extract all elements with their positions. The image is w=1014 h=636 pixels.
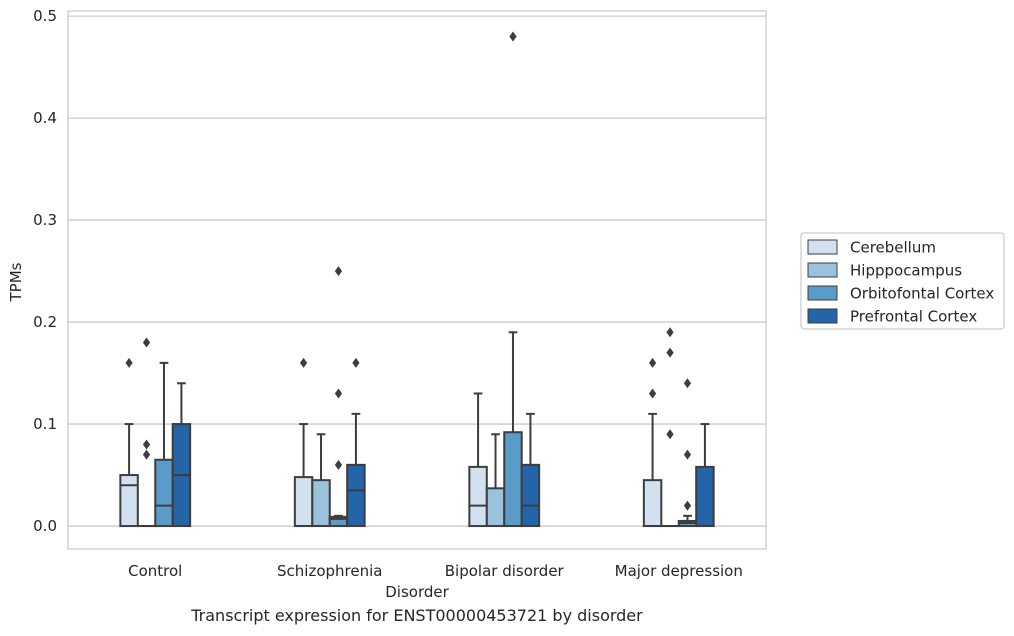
box	[520, 463, 541, 528]
outlier-marker	[666, 327, 674, 338]
outlier-marker	[142, 337, 151, 348]
x-axis-ticks: Control Schizophrenia Bipolar disorder Majo…	[128, 562, 743, 580]
outlier-marker	[683, 449, 692, 460]
legend: Cerebellum Hipppocampus Orbitofontal Corte…	[800, 232, 1005, 330]
legend-swatch	[807, 285, 838, 301]
box-group	[468, 392, 488, 528]
box	[293, 476, 314, 528]
box-group	[677, 378, 698, 528]
outlier-marker	[666, 429, 674, 440]
outlier-marker	[299, 357, 308, 368]
box	[485, 487, 506, 528]
figure-caption: Transcript expression for ENST0000045372…	[191, 606, 643, 625]
box-group	[520, 412, 541, 528]
legend-label: Cerebellum	[850, 239, 936, 257]
boxes-layer	[119, 31, 715, 528]
outlier-marker	[683, 378, 692, 389]
legend-swatch	[807, 308, 838, 324]
box	[468, 465, 488, 528]
y-tick-label: 0.2	[33, 313, 57, 331]
box	[695, 465, 715, 528]
box	[642, 479, 663, 528]
x-tick-label: Control	[128, 562, 182, 580]
outlier-marker	[125, 357, 133, 368]
outlier-marker	[334, 266, 343, 277]
legend-label: Prefrontal Cortex	[850, 308, 977, 326]
outlier-marker	[142, 449, 151, 460]
x-tick-label: Schizophrenia	[277, 562, 382, 580]
outlier-marker	[683, 500, 692, 511]
legend-frame	[800, 232, 1005, 330]
box-group	[642, 357, 663, 528]
y-tick-label: 0.0	[33, 517, 57, 535]
box-group	[171, 382, 192, 528]
outlier-marker	[509, 31, 517, 42]
box-group	[328, 266, 349, 528]
box	[346, 463, 366, 528]
box-group	[503, 31, 523, 528]
y-tick-label: 0.3	[33, 211, 57, 229]
outlier-marker	[352, 357, 360, 368]
x-tick-label: Major depression	[615, 562, 743, 580]
y-axis-label: TPMs	[7, 262, 25, 302]
box-group	[485, 433, 506, 528]
outlier-marker	[334, 388, 343, 399]
outlier-marker	[666, 347, 674, 358]
box	[503, 431, 523, 528]
box	[311, 479, 331, 528]
box-group	[293, 357, 314, 528]
box	[119, 474, 139, 528]
y-tick-label: 0.1	[33, 415, 57, 433]
box-group	[660, 327, 680, 528]
box	[154, 458, 174, 528]
plot-area-frame	[67, 10, 767, 550]
outlier-marker	[648, 388, 657, 399]
box-group	[154, 361, 174, 528]
legend-label: Hipppocampus	[850, 262, 962, 280]
box-group	[346, 357, 366, 528]
box-group	[119, 357, 139, 528]
outlier-marker	[648, 357, 657, 368]
y-axis-ticks: 0.0 0.1 0.2 0.3 0.4 0.5	[33, 7, 57, 535]
legend-label: Orbitofontal Cortex	[850, 285, 994, 303]
x-tick-label: Bipolar disorder	[445, 562, 565, 580]
x-axis-label: Disorder	[385, 583, 449, 601]
outlier-marker	[334, 459, 343, 470]
box-group	[136, 337, 157, 528]
outlier-marker	[142, 439, 151, 450]
y-tick-label: 0.4	[33, 109, 57, 127]
legend-swatch	[807, 262, 838, 278]
legend-swatch	[807, 239, 838, 255]
y-tick-label: 0.5	[33, 7, 57, 25]
box-group	[695, 423, 715, 528]
box-group	[311, 433, 331, 528]
